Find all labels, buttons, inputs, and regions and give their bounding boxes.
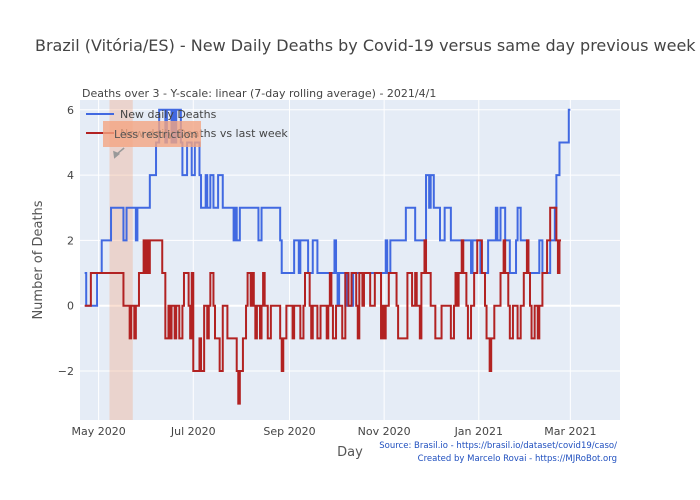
legend-label-new-daily-deaths[interactable]: New daily Deaths bbox=[120, 108, 217, 121]
y-tick-label: −2 bbox=[58, 365, 74, 378]
source-line-2: Created by Marcelo Rovai - https://MJRoB… bbox=[418, 454, 617, 464]
x-tick-label: Sep 2020 bbox=[263, 425, 315, 438]
y-axis-ticks: −2 0 2 4 6 bbox=[58, 104, 74, 378]
chart-title: Brazil (Vitória/ES) - New Daily Deaths b… bbox=[35, 36, 696, 55]
annotation-arrow bbox=[116, 147, 125, 155]
x-tick-label: Nov 2020 bbox=[358, 425, 411, 438]
series-line-deaths-vs-last-week bbox=[84, 206, 562, 405]
y-tick-label: 0 bbox=[67, 300, 74, 313]
x-axis-ticks: May 2020 Jul 2020 Sep 2020 Nov 2020 Jan 2021… bbox=[72, 425, 597, 438]
plot-area bbox=[84, 108, 571, 405]
plot-background bbox=[80, 100, 620, 420]
y-axis-title: Number of Deaths bbox=[31, 200, 46, 319]
x-tick-label: Jul 2020 bbox=[170, 425, 216, 438]
y-tick-label: 2 bbox=[67, 234, 74, 247]
highlight-band-group bbox=[109, 100, 133, 420]
y-tick-label: 4 bbox=[67, 169, 74, 182]
annotation-box bbox=[103, 121, 201, 147]
annotation-arrowhead bbox=[113, 150, 121, 159]
annotation-text: Less restriction bbox=[114, 128, 197, 141]
source-line-1: Source: Brasil.io - https://brasil.io/da… bbox=[379, 441, 617, 451]
annotation: Less restriction bbox=[103, 121, 201, 159]
x-tick-label: May 2020 bbox=[72, 425, 126, 438]
series-line-new-daily-deaths bbox=[84, 108, 571, 307]
chart-subtitle: Deaths over 3 - Y-scale: linear (7-day r… bbox=[82, 87, 436, 100]
x-axis-title: Day bbox=[337, 445, 363, 460]
y-tick-label: 6 bbox=[67, 104, 74, 117]
highlight-band bbox=[109, 100, 133, 420]
x-tick-label: Jan 2021 bbox=[454, 425, 503, 438]
x-tick-label: Mar 2021 bbox=[544, 425, 596, 438]
